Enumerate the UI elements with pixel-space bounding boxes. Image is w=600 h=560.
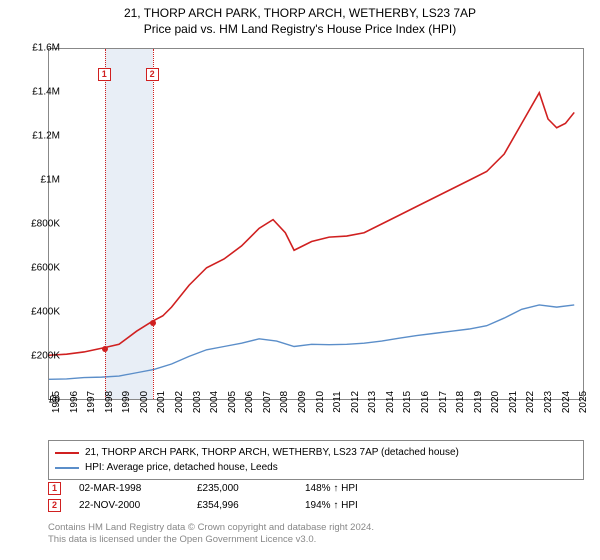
y-tick-label: £1.2M	[16, 131, 60, 142]
event-marker-2: 2	[146, 68, 159, 81]
legend-swatch-hpi	[55, 467, 79, 469]
legend: 21, THORP ARCH PARK, THORP ARCH, WETHERB…	[48, 440, 584, 480]
x-tick-label: 2022	[525, 391, 536, 413]
chart-container: 21, THORP ARCH PARK, THORP ARCH, WETHERB…	[0, 0, 600, 560]
x-tick-label: 1998	[104, 391, 115, 413]
series-svg	[49, 49, 583, 399]
x-tick-label: 2016	[420, 391, 431, 413]
plot-area	[48, 48, 584, 400]
event-marker-1: 1	[98, 68, 111, 81]
x-tick-label: 2021	[508, 391, 519, 413]
x-tick-label: 2019	[473, 391, 484, 413]
x-tick-label: 2012	[350, 391, 361, 413]
x-tick-label: 2005	[227, 391, 238, 413]
x-tick-label: 1996	[69, 391, 80, 413]
transaction-pct: 148% ↑ HPI	[305, 483, 358, 494]
x-tick-label: 2011	[332, 391, 343, 413]
y-tick-label: £200K	[16, 351, 60, 362]
footer-line-2: This data is licensed under the Open Gov…	[48, 534, 374, 546]
transaction-date: 22-NOV-2000	[79, 500, 179, 511]
title-line-2: Price paid vs. HM Land Registry's House …	[0, 22, 600, 38]
x-tick-label: 2014	[385, 391, 396, 413]
transaction-price: £354,996	[197, 500, 287, 511]
transaction-marker: 1	[48, 482, 61, 495]
x-tick-label: 1997	[86, 391, 97, 413]
legend-label-property: 21, THORP ARCH PARK, THORP ARCH, WETHERB…	[85, 445, 459, 460]
legend-row-hpi: HPI: Average price, detached house, Leed…	[55, 460, 577, 475]
y-tick-label: £800K	[16, 219, 60, 230]
title-line-1: 21, THORP ARCH PARK, THORP ARCH, WETHERB…	[0, 6, 600, 22]
legend-row-property: 21, THORP ARCH PARK, THORP ARCH, WETHERB…	[55, 445, 577, 460]
transaction-price: £235,000	[197, 483, 287, 494]
x-tick-label: 2024	[561, 391, 572, 413]
x-tick-label: 1995	[51, 391, 62, 413]
transaction-dot-1	[102, 346, 108, 352]
y-tick-label: £400K	[16, 307, 60, 318]
transaction-pct: 194% ↑ HPI	[305, 500, 358, 511]
x-tick-label: 2025	[578, 391, 589, 413]
x-tick-label: 2003	[192, 391, 203, 413]
legend-label-hpi: HPI: Average price, detached house, Leed…	[85, 460, 278, 475]
y-tick-label: £1.4M	[16, 87, 60, 98]
series-hpi	[49, 305, 574, 379]
x-tick-label: 2004	[209, 391, 220, 413]
footer-note: Contains HM Land Registry data © Crown c…	[48, 522, 374, 547]
transaction-marker: 2	[48, 499, 61, 512]
x-tick-label: 2009	[297, 391, 308, 413]
footer-line-1: Contains HM Land Registry data © Crown c…	[48, 522, 374, 534]
transaction-row: 2 22-NOV-2000 £354,996 194% ↑ HPI	[48, 499, 358, 512]
series-property	[49, 93, 574, 356]
x-tick-label: 2010	[315, 391, 326, 413]
transaction-row: 1 02-MAR-1998 £235,000 148% ↑ HPI	[48, 482, 358, 495]
transaction-date: 02-MAR-1998	[79, 483, 179, 494]
y-tick-label: £1.6M	[16, 43, 60, 54]
x-tick-label: 1999	[121, 391, 132, 413]
x-tick-label: 2002	[174, 391, 185, 413]
x-tick-label: 2020	[490, 391, 501, 413]
x-tick-label: 2008	[279, 391, 290, 413]
x-tick-label: 2018	[455, 391, 466, 413]
x-tick-label: 2017	[438, 391, 449, 413]
transaction-dot-2	[150, 320, 156, 326]
x-tick-label: 2006	[244, 391, 255, 413]
transactions-table: 1 02-MAR-1998 £235,000 148% ↑ HPI 2 22-NOV-20…	[48, 482, 358, 516]
title-block: 21, THORP ARCH PARK, THORP ARCH, WETHERB…	[0, 0, 600, 37]
x-tick-label: 2007	[262, 391, 273, 413]
x-tick-label: 2013	[367, 391, 378, 413]
y-tick-label: £600K	[16, 263, 60, 274]
y-tick-label: £1M	[16, 175, 60, 186]
x-tick-label: 2000	[139, 391, 150, 413]
x-tick-label: 2023	[543, 391, 554, 413]
x-tick-label: 2001	[156, 391, 167, 413]
x-tick-label: 2015	[402, 391, 413, 413]
legend-swatch-property	[55, 452, 79, 454]
event-line-2	[153, 49, 154, 399]
